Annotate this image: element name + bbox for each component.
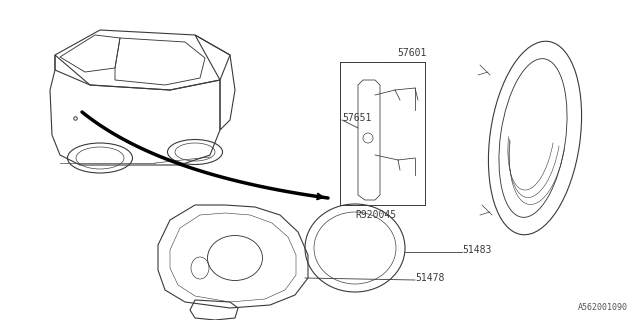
Text: A562001090: A562001090 <box>578 303 628 312</box>
Text: 51483: 51483 <box>462 245 492 255</box>
Text: 57651: 57651 <box>342 113 371 123</box>
Text: 51478: 51478 <box>415 273 444 283</box>
Text: 57601: 57601 <box>397 48 426 58</box>
Text: R920045: R920045 <box>355 210 396 220</box>
